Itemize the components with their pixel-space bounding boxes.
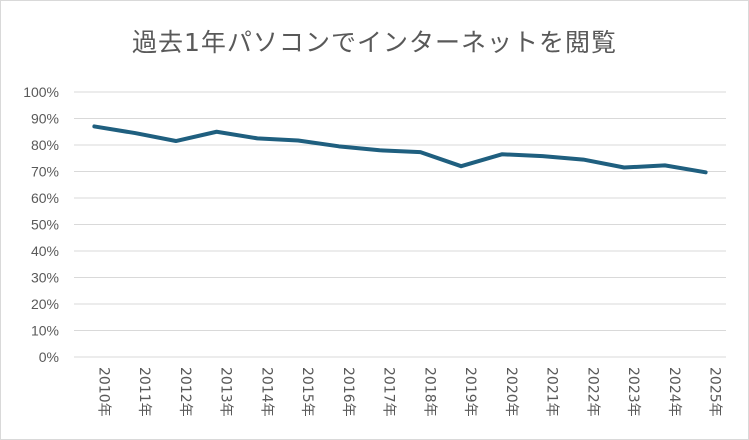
x-tick-label: 2014年 (258, 367, 274, 417)
y-tick-label: 100% (23, 84, 59, 100)
y-tick-label: 80% (31, 137, 59, 153)
y-tick-label: 20% (31, 296, 59, 312)
x-tick-label: 2021年 (544, 367, 560, 417)
y-axis-ticks: 0% 10% 20% 30% 40% 50% 60% 70% 80% 90% 100% (23, 84, 59, 365)
x-tick-label: 2015年 (299, 367, 315, 417)
x-axis-ticks: 2010年 2011年 2012年 2013年 2014年 2015年 2016年 2017年… (95, 367, 722, 417)
y-tick-label: 70% (31, 164, 59, 180)
x-tick-label: 2023年 (625, 367, 641, 417)
series-group (92, 124, 708, 175)
x-tick-label: 2017年 (381, 367, 397, 417)
series-line (92, 124, 708, 175)
x-tick-label: 2012年 (177, 367, 193, 417)
y-tick-label: 40% (31, 243, 59, 259)
y-tick-label: 60% (31, 190, 59, 206)
x-tick-label: 2019年 (462, 367, 478, 417)
x-tick-label: 2018年 (421, 367, 437, 417)
x-tick-label: 2013年 (218, 367, 234, 417)
x-tick-label: 2020年 (503, 367, 519, 417)
x-tick-label: 2010年 (95, 367, 111, 417)
x-tick-label: 2016年 (340, 367, 356, 417)
y-tick-label: 10% (31, 323, 59, 339)
y-tick-label: 0% (39, 349, 59, 365)
y-tick-label: 90% (31, 111, 59, 127)
y-tick-label: 30% (31, 270, 59, 286)
x-tick-label: 2011年 (136, 367, 152, 417)
gridlines (74, 91, 726, 358)
x-tick-label: 2024年 (666, 367, 682, 417)
y-tick-label: 50% (31, 217, 59, 233)
x-tick-label: 2022年 (584, 367, 600, 417)
x-tick-label: 2025年 (707, 367, 723, 417)
chart-title: 過去1年パソコンでインターネットを閲覧 (132, 28, 617, 57)
